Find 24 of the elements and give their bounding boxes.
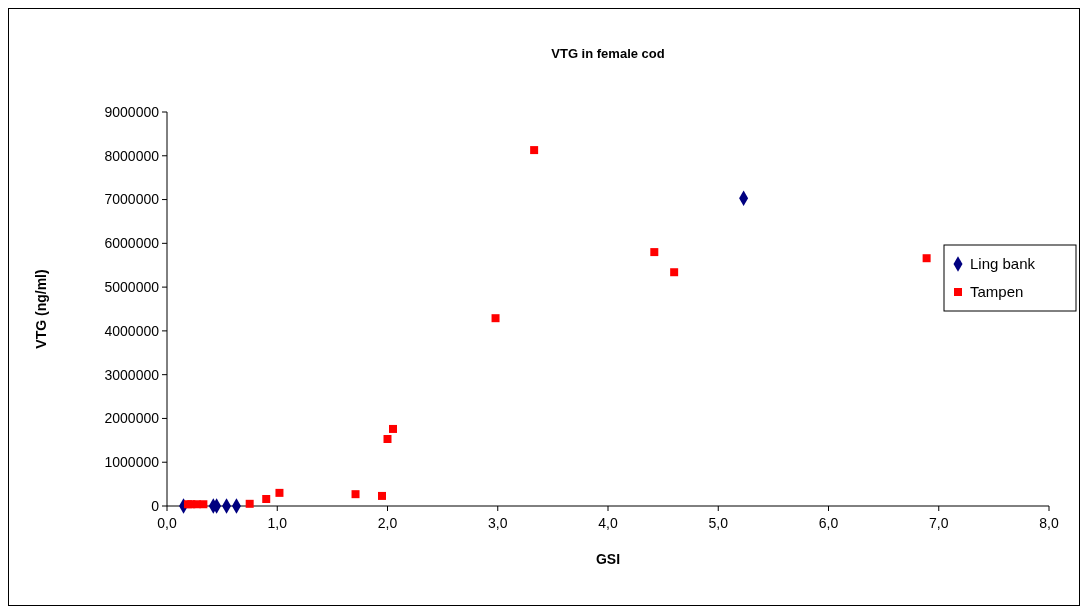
x-tick-label: 7,0 [929, 515, 949, 531]
chart-title: VTG in female cod [551, 46, 665, 61]
y-tick-label: 3000000 [104, 366, 160, 383]
y-tick-label: 8000000 [104, 147, 160, 164]
x-tick-label: 8,0 [1039, 515, 1059, 531]
y-tick-label: 6000000 [104, 235, 160, 252]
y-tick-label: 5000000 [104, 279, 160, 296]
legend-label: Ling bank [970, 255, 1036, 273]
x-tick-label: 3,0 [488, 515, 508, 531]
x-tick-label: 5,0 [708, 515, 729, 531]
x-tick-label: 4,0 [598, 515, 618, 531]
y-axis-title: VTG (ng/ml) [33, 269, 49, 349]
y-tick-label: 0 [151, 497, 160, 514]
y-tick-label: 9000000 [104, 103, 160, 120]
x-tick-label: 1,0 [267, 515, 288, 531]
y-tick-label: 7000000 [104, 191, 160, 208]
x-tick-label: 2,0 [377, 515, 398, 531]
x-tick-label: 6,0 [818, 515, 839, 531]
y-tick-label: 1000000 [104, 454, 160, 471]
legend-label: Tampen [970, 283, 1024, 301]
x-axis-title: GSI [595, 551, 621, 567]
x-tick-label: 0,0 [157, 515, 177, 531]
y-tick-label: 4000000 [104, 322, 160, 339]
y-tick-label: 2000000 [104, 410, 160, 427]
